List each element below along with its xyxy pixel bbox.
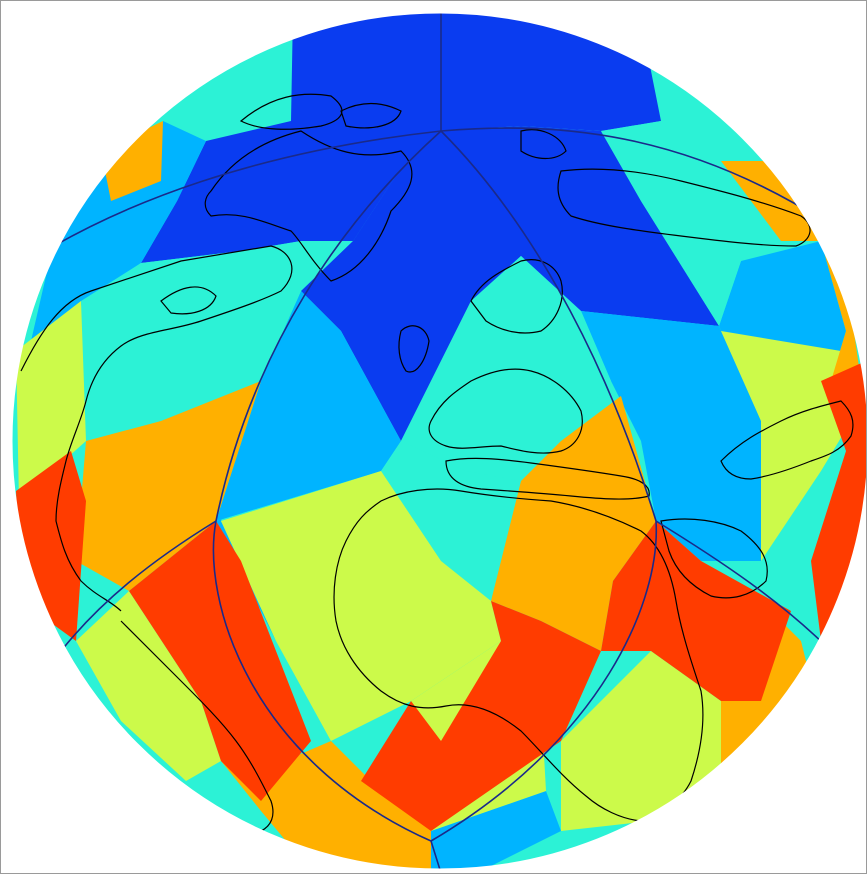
panel-gulf-america <box>76 381 261 591</box>
panel-atlantic-center <box>216 381 401 521</box>
coast-svalbard <box>520 129 567 160</box>
coast-hudson-bay <box>160 286 217 315</box>
panel-europe-central <box>401 256 611 481</box>
coast-mediterranean <box>445 457 650 500</box>
panel-north-america-east <box>81 241 301 441</box>
grid-edge-top-left <box>20 130 442 267</box>
coast-arabia <box>660 518 768 599</box>
coast-europe-west <box>428 368 583 454</box>
grid-edge-lower-right <box>655 520 832 652</box>
coast-north-america <box>20 245 293 612</box>
panel-north-atlantic <box>293 13 441 241</box>
panel-east-africa <box>561 651 721 831</box>
panel-middle-east <box>581 311 761 561</box>
coast-scandinavia <box>470 259 563 334</box>
panel-greenland-west <box>31 121 206 341</box>
coast-britain <box>398 325 430 373</box>
coast-arctic-islands <box>239 93 402 130</box>
panel-arctic-right <box>441 13 661 131</box>
grid-edge-east-meridian <box>430 130 658 842</box>
coast-south-america <box>120 620 274 832</box>
panel-europe-north <box>301 126 719 441</box>
panel-horn-of-africa <box>601 521 791 701</box>
panel-arctic-edge <box>101 121 163 201</box>
globe-outline <box>11 12 866 870</box>
grid-edge-lower-left <box>60 520 217 652</box>
coastlines <box>20 93 854 832</box>
panel-south-atlantic-edge <box>431 791 561 869</box>
panel-sahara <box>221 471 501 741</box>
panel-asia-south <box>721 331 851 561</box>
panel-caribbean <box>76 591 221 781</box>
panel-central-africa <box>361 601 601 831</box>
panel-arabia <box>491 396 656 651</box>
panel-south-america-north <box>129 521 311 801</box>
coast-asia <box>720 400 854 480</box>
coast-siberia <box>557 168 811 247</box>
coast-greenland <box>204 130 413 282</box>
